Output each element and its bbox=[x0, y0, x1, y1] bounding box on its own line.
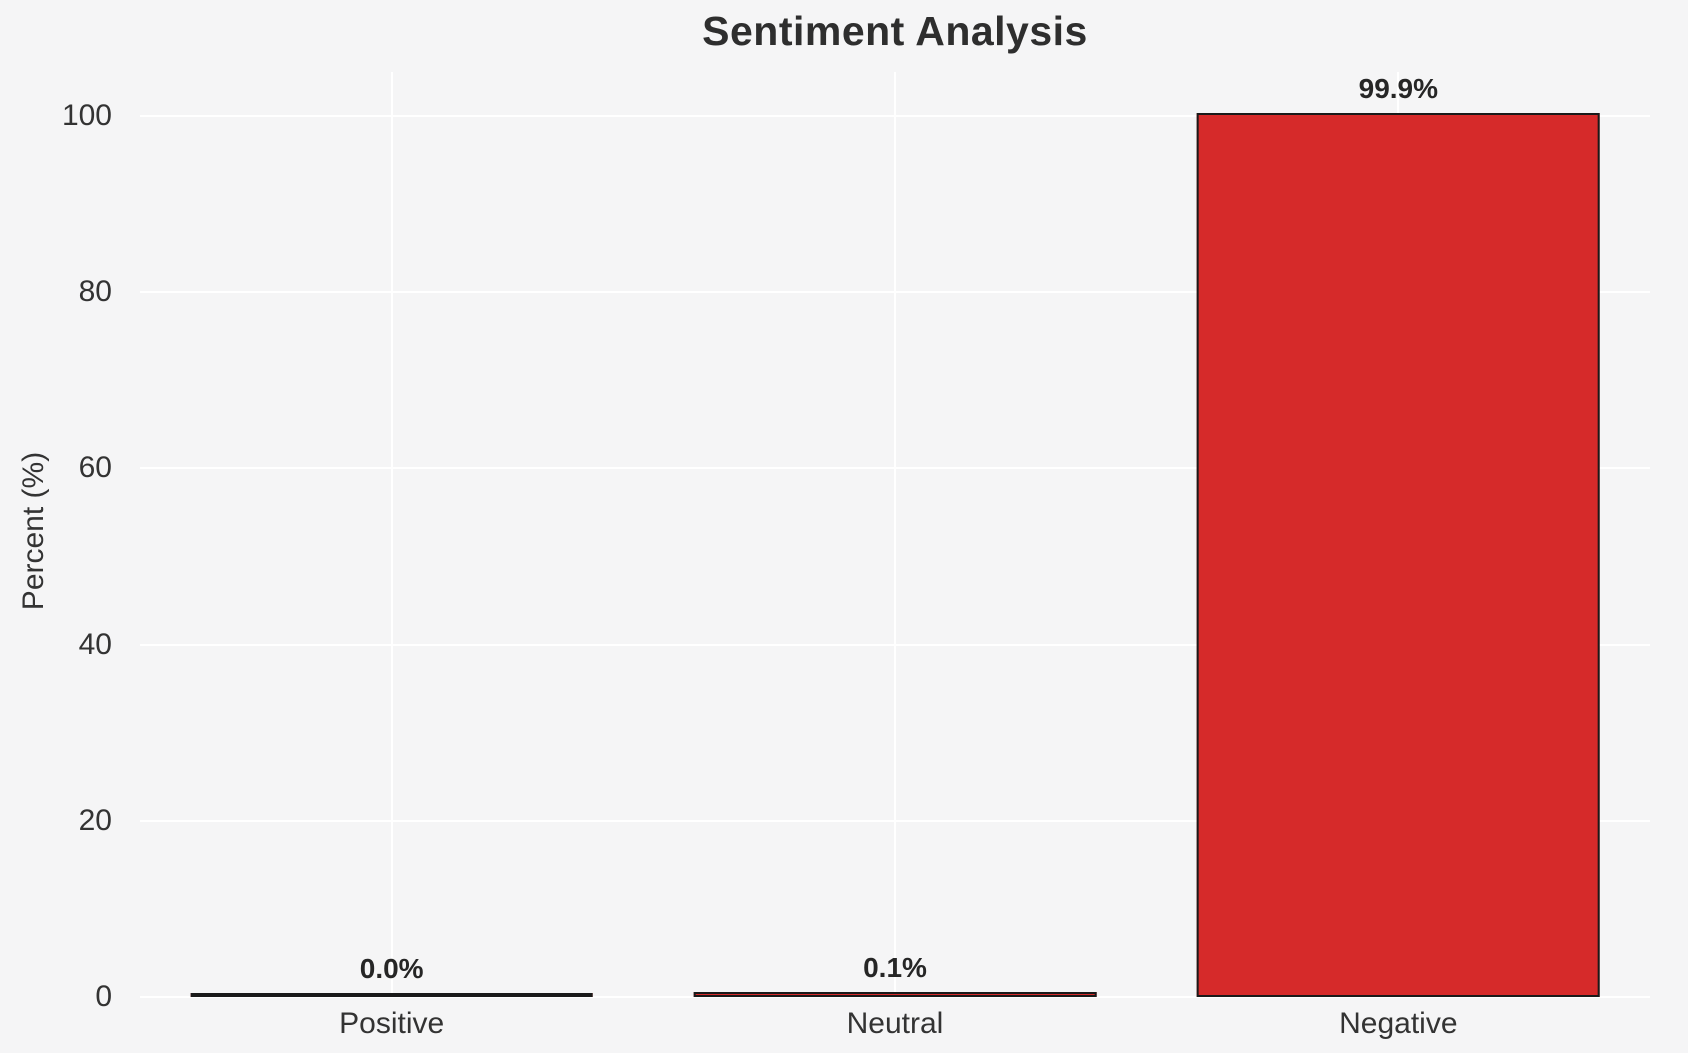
value-label-positive: 0.0% bbox=[359, 953, 424, 984]
bar-positive bbox=[190, 993, 593, 997]
plot-area: 0.0% 0.1% 99.9% bbox=[140, 72, 1650, 998]
y-tick-label-100: 100 bbox=[61, 99, 112, 133]
value-label-neutral: 0.1% bbox=[863, 952, 927, 984]
x-category-label-neutral: Neutral bbox=[846, 1007, 944, 1040]
h-gridline-0 bbox=[140, 996, 1650, 998]
v-gridline-neutral bbox=[894, 72, 896, 997]
bar-neutral bbox=[693, 992, 1097, 997]
bar-negative bbox=[1197, 112, 1600, 997]
y-tick-label-40: 40 bbox=[78, 627, 112, 661]
x-category-label-negative: Negative bbox=[1339, 1007, 1458, 1040]
y-tick-label-80: 80 bbox=[78, 275, 112, 309]
value-label-negative: 99.9% bbox=[1358, 72, 1439, 104]
y-tick-label-0: 0 bbox=[95, 980, 112, 1013]
v-gridline-positive bbox=[390, 72, 393, 997]
chart-title: Sentiment Analysis bbox=[702, 8, 1088, 54]
x-category-label-positive: Positive bbox=[339, 1007, 445, 1040]
y-tick-label-20: 20 bbox=[78, 803, 112, 837]
y-tick-label-60: 60 bbox=[78, 451, 112, 485]
